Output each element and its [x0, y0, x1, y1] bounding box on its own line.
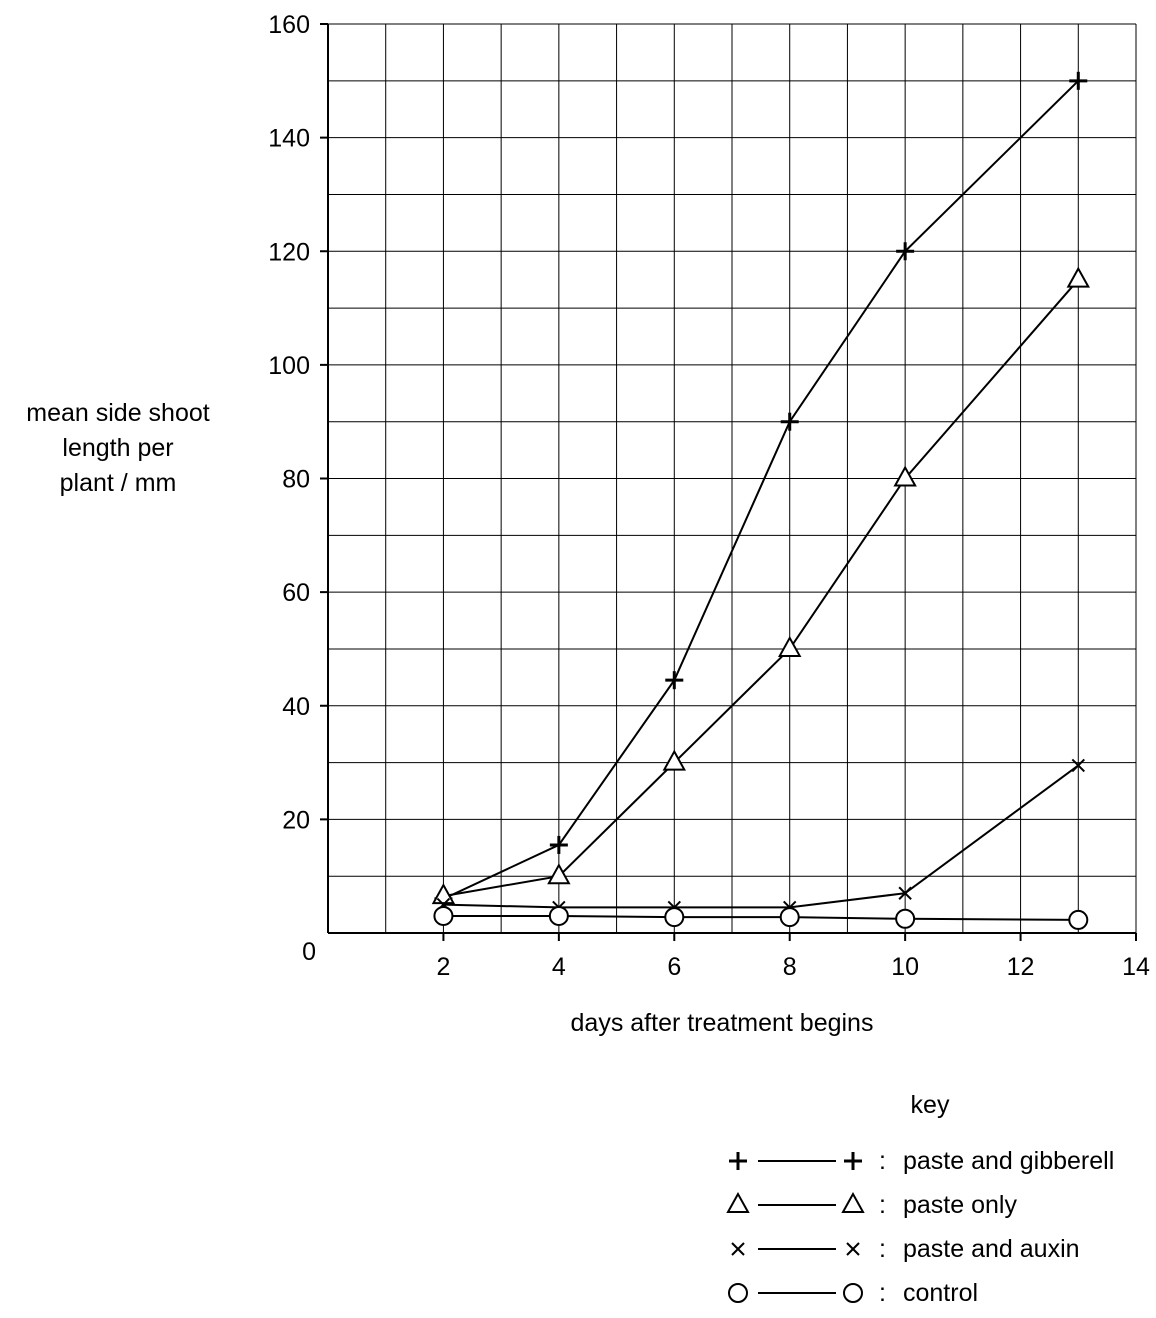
data-point [1071, 758, 1085, 773]
legend-item: : paste only [726, 1191, 1017, 1219]
data-point [549, 835, 568, 854]
data-point [779, 907, 800, 928]
legend: : paste and gibberell: paste only: paste an… [726, 1147, 1114, 1307]
y-axis-title-line-3: plant / mm [60, 469, 177, 497]
series-line [443, 764, 1079, 909]
series-plus [434, 71, 1088, 908]
data-point [664, 907, 685, 928]
legend-label: control [903, 1279, 978, 1307]
data-point [893, 465, 917, 487]
y-axis-title-line-1: mean side shoot [26, 399, 210, 427]
x-tick-label: 10 [891, 953, 919, 981]
data-point [1069, 71, 1088, 90]
legend-item: : paste and auxin [731, 1235, 1080, 1263]
series-line [443, 915, 1079, 921]
legend-marker-left [731, 1242, 745, 1256]
y-tick-label: 140 [268, 125, 310, 153]
legend-colon: : [879, 1279, 886, 1307]
y-tick-label: 40 [282, 693, 310, 721]
y-tick-label: 0 [302, 938, 316, 966]
data-point [896, 242, 915, 261]
legend-marker-left [729, 1152, 747, 1170]
data-point [780, 412, 799, 431]
x-tick-label: 4 [552, 953, 566, 981]
legend-marker-right [843, 1283, 863, 1303]
x-tick-label: 2 [436, 953, 450, 981]
legend-marker-left [726, 1191, 750, 1213]
data-point [778, 635, 802, 657]
y-axis-title-line-2: length per [62, 434, 173, 462]
y-tick-label: 20 [282, 806, 310, 834]
x-tick-label: 14 [1122, 953, 1150, 981]
x-tick-label: 12 [1007, 953, 1035, 981]
y-tick-label: 100 [268, 352, 310, 380]
series-cross [436, 758, 1085, 915]
series-line [442, 80, 1080, 900]
y-tick-label: 120 [268, 238, 310, 266]
x-tick-label: 6 [667, 953, 681, 981]
y-tick-label: 80 [282, 466, 310, 494]
x-axis-title: days after treatment begins [571, 1009, 874, 1037]
data-point [898, 886, 912, 900]
legend-label: paste and auxin [903, 1235, 1080, 1263]
axes [320, 23, 1137, 941]
series-circle [433, 905, 1089, 930]
legend-label: paste only [903, 1191, 1017, 1219]
data-point [665, 671, 684, 690]
legend-item: : control [728, 1279, 978, 1307]
series-triangle [431, 266, 1090, 905]
data-point [1066, 266, 1090, 288]
data-point [895, 908, 916, 929]
series-line [443, 279, 1080, 898]
legend-title: key [911, 1091, 950, 1119]
legend-item: : paste and gibberell [729, 1147, 1114, 1175]
legend-colon: : [879, 1191, 886, 1219]
data-point [1068, 909, 1089, 930]
data-point [548, 905, 569, 926]
data-point [433, 905, 454, 926]
legend-label: paste and gibberell [903, 1147, 1114, 1175]
tick-labels: 0 20 40 60 80 100 120 140 160 2 4 6 8 10 12 14 [268, 11, 1150, 981]
y-tick-label: 160 [268, 11, 310, 39]
legend-colon: : [879, 1235, 886, 1263]
legend-colon: : [879, 1147, 886, 1175]
series [431, 71, 1090, 930]
legend-marker-right [841, 1191, 865, 1213]
legend-marker-left [728, 1283, 748, 1303]
data-point [547, 863, 571, 885]
data-point [662, 749, 686, 771]
x-tick-label: 8 [783, 953, 797, 981]
y-tick-label: 60 [282, 579, 310, 607]
gridlines [328, 23, 1137, 933]
y-axis-title: mean side shoot length per plant / mm [26, 399, 210, 497]
legend-marker-right [844, 1152, 862, 1170]
legend-marker-right [846, 1242, 860, 1256]
